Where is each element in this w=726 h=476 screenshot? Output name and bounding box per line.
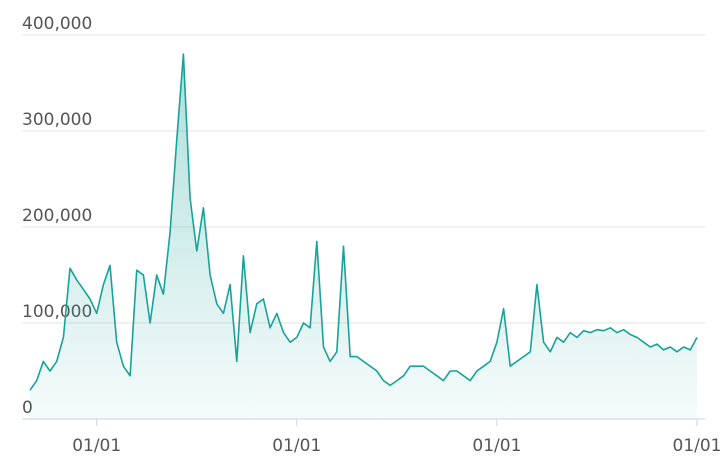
line xyxy=(29,53,698,391)
y-tick-label: 0 xyxy=(22,398,33,418)
area xyxy=(30,54,697,419)
y-tick-label: 300,000 xyxy=(22,110,92,130)
y-tick-label: 400,000 xyxy=(22,14,92,34)
x-tick-label: 01/01 xyxy=(673,436,722,456)
x-tick-label: 01/01 xyxy=(472,436,521,456)
x-tick-label: 01/01 xyxy=(72,436,121,456)
y-tick-label: 200,000 xyxy=(22,206,92,226)
x-tick-label: 01/01 xyxy=(272,436,321,456)
